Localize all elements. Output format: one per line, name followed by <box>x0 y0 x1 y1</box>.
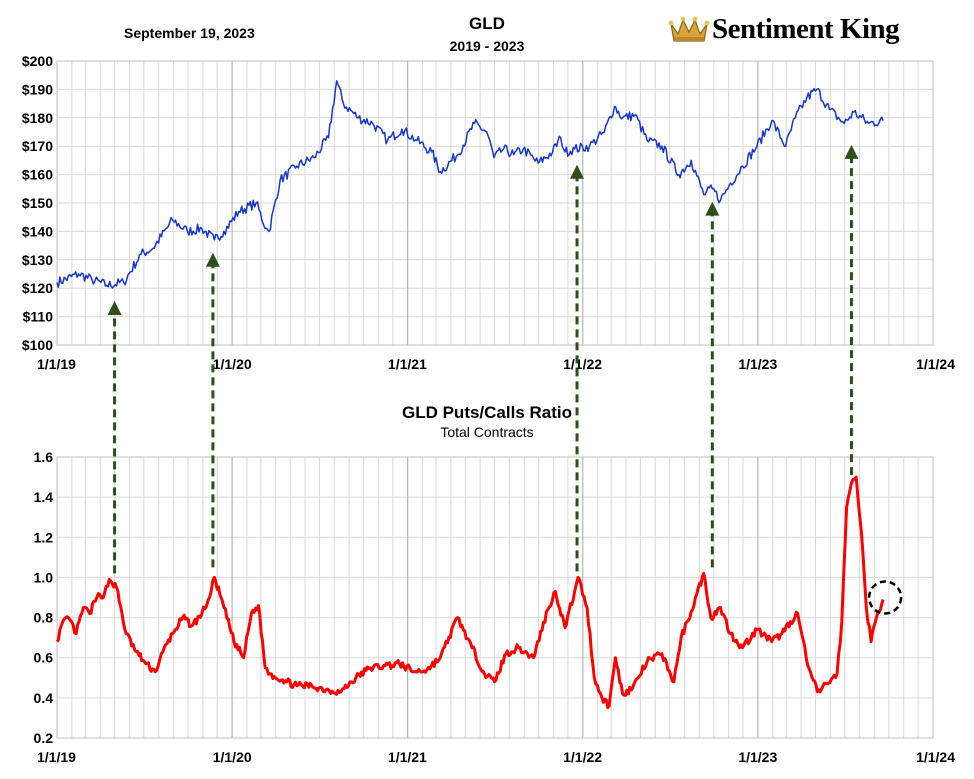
crown-icon <box>668 16 710 42</box>
ratio-y-tick-label: 0.8 <box>34 610 54 626</box>
ratio-x-tick-label: 1/1/23 <box>738 749 777 765</box>
ratio-y-tick-label: 1.4 <box>34 489 54 505</box>
ratio-x-tick-label: 1/1/24 <box>916 749 955 765</box>
price-x-tick-label: 1/1/23 <box>738 356 777 372</box>
price-y-tick-label: $200 <box>22 53 53 69</box>
brand-logo: Sentiment King <box>668 12 900 46</box>
latest-reading-circle <box>867 580 903 615</box>
price-y-tick-label: $190 <box>22 81 53 97</box>
price-y-tick-label: $130 <box>22 252 53 268</box>
ratio-x-tick-label: 1/1/19 <box>37 749 76 765</box>
arrow-head <box>205 252 220 267</box>
ratio-y-tick-label: 0.2 <box>34 730 54 746</box>
price-x-tick-label: 1/1/22 <box>563 356 602 372</box>
ratio-y-tick-label: 1.0 <box>34 569 54 585</box>
chart-date: September 19, 2023 <box>124 25 255 41</box>
ratio-y-tick-label: 1.2 <box>34 529 54 545</box>
ratio-y-tick-label: 0.6 <box>34 650 54 666</box>
ratio-chart-title: GLD Puts/Calls Ratio <box>401 403 573 422</box>
arrow-head <box>570 164 585 179</box>
price-y-tick-label: $150 <box>22 195 53 211</box>
arrow-head <box>705 201 720 216</box>
ratio-x-tick-label: 1/1/21 <box>388 749 427 765</box>
price-x-tick-label: 1/1/19 <box>37 356 76 372</box>
price-y-tick-label: $180 <box>22 110 53 126</box>
price-plot-border <box>56 60 934 346</box>
arrow-annotations <box>107 144 903 615</box>
chart-title: GLD <box>469 14 505 33</box>
price-y-tick-label: $120 <box>22 280 53 296</box>
ratio-chart: 1.6 1.4 1.2 1.0 0.8 0.6 0.4 0.2 1/1/19 1/1/20 1/1/… <box>34 449 956 765</box>
put-call-ratio-series-line <box>55 475 885 710</box>
price-x-tick-label: 1/1/21 <box>388 356 427 372</box>
ratio-y-tick-label: 0.4 <box>34 690 54 706</box>
logo-text: Sentiment King <box>712 12 900 45</box>
price-y-tick-label: $160 <box>22 167 53 183</box>
chart-subtitle: 2019 - 2023 <box>449 38 525 54</box>
arrow-head <box>844 144 859 159</box>
ratio-chart-subtitle: Total Contracts <box>440 424 534 440</box>
price-y-tick-label: $100 <box>22 337 53 353</box>
ratio-x-tick-label: 1/1/20 <box>213 749 252 765</box>
price-y-tick-label: $170 <box>22 138 53 154</box>
arrow-head <box>107 301 122 316</box>
gld-price-series-line <box>56 80 884 289</box>
price-chart: $200 $190 $180 $170 $160 $150 $140 $130 $120 $110… <box>22 53 955 372</box>
price-x-tick-label: 1/1/20 <box>213 356 252 372</box>
ratio-plot-border <box>56 456 934 739</box>
ratio-x-tick-label: 1/1/22 <box>563 749 602 765</box>
price-x-tick-label: 1/1/24 <box>916 356 955 372</box>
price-y-tick-label: $140 <box>22 223 53 239</box>
ratio-y-tick-label: 1.6 <box>34 449 54 465</box>
price-y-tick-label: $110 <box>23 309 54 325</box>
